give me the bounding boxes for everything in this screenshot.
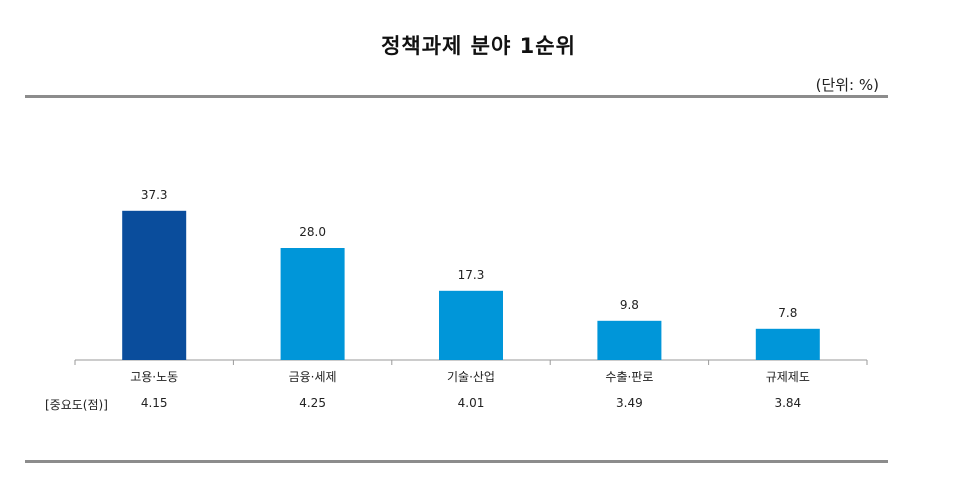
bar-value-label: 28.0 — [299, 225, 326, 239]
bar — [280, 248, 345, 360]
importance-value: 4.25 — [299, 396, 326, 410]
bar-value-label: 9.8 — [620, 298, 639, 312]
category-label: 금융·세제 — [289, 370, 337, 384]
importance-row-label: [중요도(점)] — [45, 398, 108, 412]
bar-value-label: 17.3 — [458, 268, 485, 282]
category-label: 고용·노동 — [130, 370, 178, 384]
category-label: 기술·산업 — [447, 370, 495, 384]
bar — [755, 328, 820, 360]
bar-value-label: 37.3 — [141, 188, 168, 202]
unit-label: (단위: %) — [815, 76, 879, 94]
importance-value: 3.49 — [616, 396, 643, 410]
importance-value: 3.84 — [774, 396, 802, 410]
chart-title: 정책과제 분야 1순위 — [381, 34, 576, 58]
top-divider — [25, 95, 888, 98]
importance-value: 4.01 — [457, 396, 485, 410]
category-label: 수출·판로 — [605, 370, 653, 384]
bar — [439, 290, 503, 360]
bar-value-label: 7.8 — [778, 306, 797, 320]
category-label: 규제제도 — [766, 370, 810, 384]
bottom-divider — [25, 460, 888, 463]
bar — [122, 210, 187, 360]
bar — [597, 320, 662, 360]
importance-value: 4.15 — [140, 396, 168, 410]
